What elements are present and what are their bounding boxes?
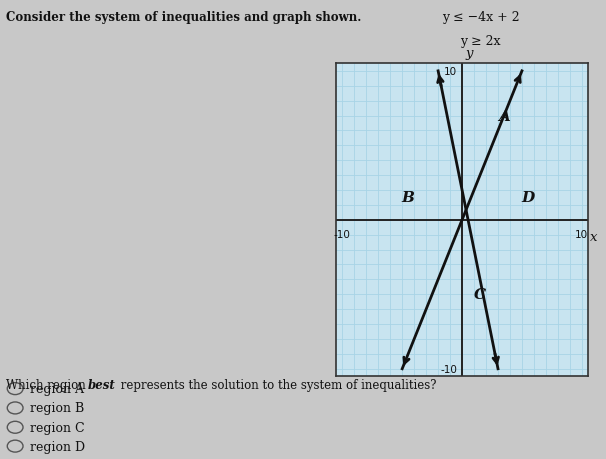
Text: C: C bbox=[474, 288, 486, 302]
Text: 10: 10 bbox=[575, 229, 588, 239]
Text: region B: region B bbox=[30, 402, 85, 414]
Text: region C: region C bbox=[30, 421, 85, 434]
Text: B: B bbox=[402, 191, 415, 205]
Text: y: y bbox=[465, 47, 473, 60]
Text: region D: region D bbox=[30, 440, 85, 453]
Text: A: A bbox=[498, 109, 510, 123]
Text: region A: region A bbox=[30, 382, 84, 395]
Text: y ≥ 2x: y ≥ 2x bbox=[461, 34, 501, 47]
Text: represents the solution to the system of inequalities?: represents the solution to the system of… bbox=[117, 379, 436, 392]
Text: y ≤ −4x + 2: y ≤ −4x + 2 bbox=[442, 11, 520, 24]
Text: -10: -10 bbox=[334, 229, 351, 239]
Text: x: x bbox=[590, 231, 598, 244]
Text: D: D bbox=[521, 191, 534, 205]
Text: -10: -10 bbox=[441, 364, 458, 374]
Text: best: best bbox=[88, 379, 116, 392]
Text: Which region: Which region bbox=[6, 379, 90, 392]
Text: Consider the system of inequalities and graph shown.: Consider the system of inequalities and … bbox=[6, 11, 361, 24]
Text: 10: 10 bbox=[444, 67, 458, 77]
